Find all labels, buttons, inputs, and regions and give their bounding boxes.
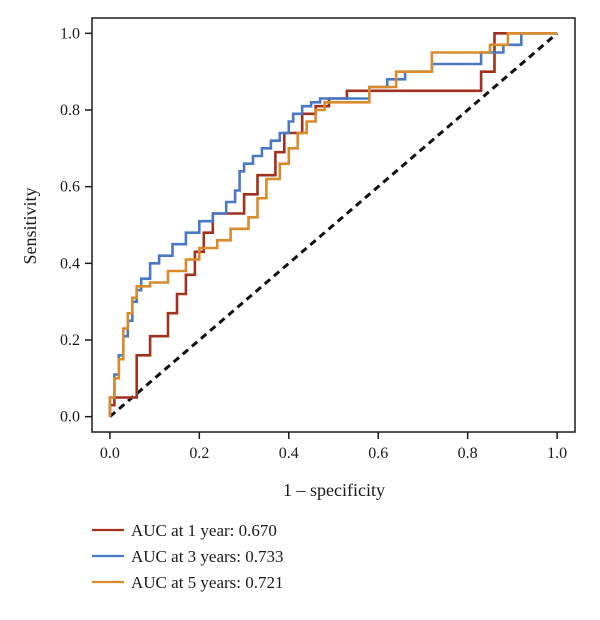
plot-layer [108, 31, 559, 418]
x-axis-label: 1 – specificity [283, 480, 385, 500]
legend-label-2: AUC at 3 years: 0.733 [131, 547, 284, 566]
x-tick-label: 0.0 [100, 445, 120, 462]
legend-label-1: AUC at 1 year: 0.670 [131, 521, 277, 540]
y-axis-label: Sensitivity [20, 187, 40, 264]
legend: AUC at 1 year: 0.670 AUC at 3 years: 0.73… [92, 521, 284, 592]
y-tick-label: 0.4 [60, 255, 80, 272]
legend-label-3: AUC at 5 years: 0.721 [131, 573, 284, 592]
plot-frame [91, 17, 576, 433]
reference-diagonal-line [108, 32, 559, 418]
x-tick-label: 1.0 [547, 445, 567, 462]
x-tick-label: 0.6 [368, 445, 388, 462]
x-tick-label: 0.2 [189, 445, 209, 462]
y-tick-label: 0.0 [60, 409, 80, 426]
axes-layer: 0.0 0.2 0.4 0.6 0.8 1.0 0.0 0.2 0.4 0.6 0.8 1.0 [60, 17, 576, 462]
y-tick-label: 0.6 [60, 179, 80, 196]
x-tick-label: 0.4 [279, 445, 299, 462]
y-tick-label: 0.2 [60, 332, 80, 349]
y-tick-label: 0.8 [60, 102, 80, 119]
roc-series-line-2 [108, 31, 558, 417]
roc-series-line-3 [108, 31, 558, 417]
y-tick-label: 1.0 [60, 25, 80, 42]
x-tick-label: 0.8 [458, 445, 478, 462]
